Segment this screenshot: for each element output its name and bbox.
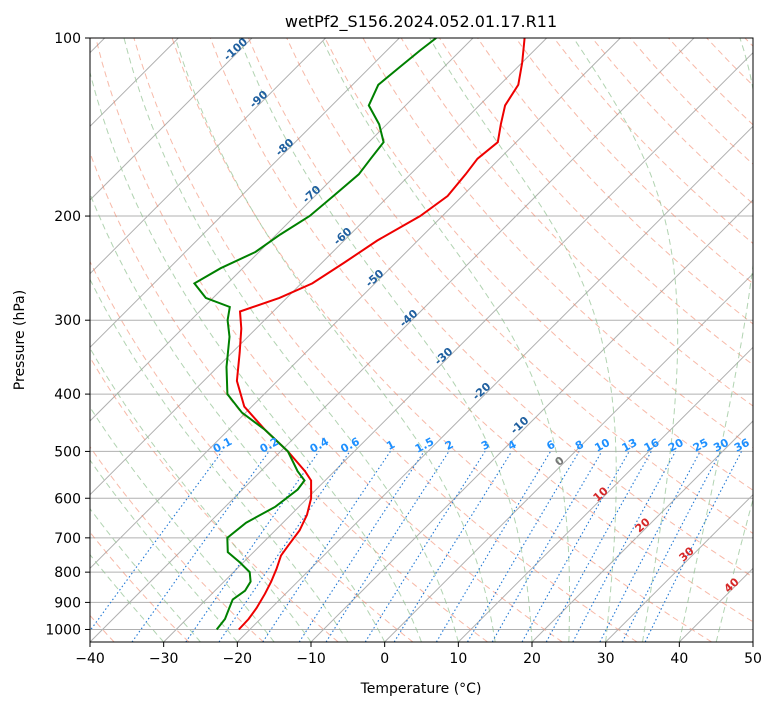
isotherm-line [90,38,253,201]
moist-adiabat-line [90,459,238,642]
mixing-ratio-line [298,451,425,642]
mixing-ratio-line [185,451,320,642]
dewpoint-profile [192,38,437,631]
moist-adiabat-line [90,70,422,642]
x-tick-label: 30 [597,651,615,667]
dry-adiabat-line [209,38,753,623]
moist-adiabat-line [90,347,312,642]
mixing-ratio-label: 25 [691,436,711,455]
moist-adiabat-line [90,553,165,642]
mixing-ratio-line [131,451,270,642]
x-tick-label: −10 [296,651,326,667]
y-tick-label: 600 [54,491,81,507]
x-tick-label: 40 [670,651,688,667]
x-axis-label: Temperature (°C) [360,681,482,697]
isotherm-line [531,420,753,642]
x-tick-label: 0 [380,651,389,667]
moist-adiabat-line [429,38,617,642]
isotherm-line [605,493,753,642]
mixing-ratio-line [545,451,652,642]
isotherm-line [163,51,753,642]
y-tick-label: 300 [54,313,81,329]
dry-adiabat-line [324,38,753,491]
x-tick-label: −30 [149,651,179,667]
mixing-ratio-line [621,451,722,642]
moist-adiabat-line [678,38,753,642]
x-tick-label: 20 [523,651,541,667]
isotherm-line [236,125,753,642]
y-tick-label: 100 [54,31,81,47]
x-tick-label: −40 [75,651,105,667]
chart-title: wetPf2_S156.2024.052.01.17.R11 [285,12,557,32]
dry-adiabat-line [95,38,563,642]
mixing-ratio-line [262,451,391,642]
mixing-ratio-line [325,451,450,642]
x-tick-label: 10 [449,651,467,667]
mixing-ratio-label: 10 [592,436,612,455]
moist-adiabat-line [90,406,275,642]
profile-lines [192,38,526,631]
moist-adiabat-line [90,278,349,642]
dry-adiabat-line [248,38,753,578]
x-tick-label: −20 [223,651,253,667]
mixing-ratio-line [644,451,742,642]
dry-adiabat-line [171,38,712,642]
mixing-ratio-label: 20 [666,436,686,455]
isotherm-line [457,346,753,642]
isotherm-line [90,38,548,496]
moist-adiabat-line [321,38,571,642]
mixing-ratio-line [572,451,676,642]
dry-adiabat-line [515,38,753,285]
y-tick-label: 700 [54,531,81,547]
moist-adiabat-line [90,192,386,642]
dry-adiabat-line [90,260,414,642]
y-tick-label: 500 [54,444,81,460]
dry-adiabat-line [90,356,339,642]
moist-adiabat-line [123,38,459,642]
y-tick-label: 200 [54,209,81,225]
mixing-ratio-label: 16 [642,436,662,455]
y-tick-label: 800 [54,565,81,581]
mixing-ratio-line [218,451,351,642]
thermo-lines [90,38,753,642]
y-axis-label: Pressure (hPa) [12,290,28,390]
y-tick-label: 400 [54,387,81,403]
mixing-ratio-line [521,451,630,642]
isotherm-line [90,38,621,570]
mixing-ratio-line [393,451,513,642]
mixing-ratio-line [90,451,223,632]
moist-adiabat-line [573,38,679,642]
moist-adiabat-line [174,38,496,642]
isotherm-line [310,199,753,642]
axis-ticks: −40 −30 −20 −10 0 10 20 30 40 50 100 200 300 400 500 60… [45,31,762,667]
mixing-ratio-label: 13 [620,436,640,455]
moist-adiabat-line [715,497,753,642]
x-tick-label: 50 [744,651,762,667]
plot-frame [89,37,754,643]
moist-adiabat-line [90,507,201,642]
dry-adiabat-line [90,445,264,642]
temperature-profile [235,38,526,631]
isotherm-line [90,38,327,275]
mixing-ratio-label: 30 [711,436,731,455]
dry-adiabat-line [133,38,638,642]
moist-adiabat-line [238,38,533,642]
isotherm-line [90,38,474,422]
y-tick-label: 900 [54,595,81,611]
y-tick-label: 1000 [45,622,81,638]
mixing-ratio-label: 36 [732,436,752,455]
dry-adiabat-line [286,38,753,535]
isotherm-line [384,272,753,642]
